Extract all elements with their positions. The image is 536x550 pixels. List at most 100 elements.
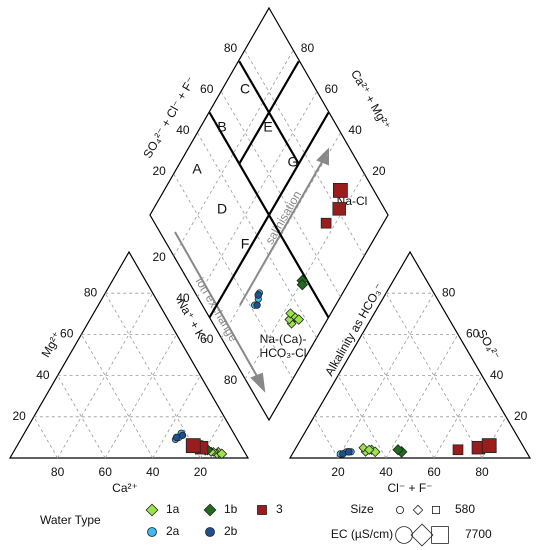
- legend-marker: [257, 505, 267, 515]
- size-legend-label: 7700: [465, 527, 492, 541]
- size-legend-marker: [412, 504, 424, 516]
- axis-title: SO₄²⁻ + Cl⁻ + F⁻: [140, 75, 198, 161]
- tick-label: 80: [442, 285, 456, 299]
- zone-label: A: [192, 161, 202, 177]
- diamond: [149, 6, 389, 422]
- tick-label: 20: [514, 409, 528, 423]
- tick-label: 40: [348, 123, 362, 137]
- tick-label: 20: [372, 164, 386, 178]
- legend-label: 3: [276, 502, 283, 516]
- tick-label: 80: [475, 465, 489, 479]
- axis-title: Ca²⁺ + Mg²⁺: [348, 67, 393, 131]
- tick-label: 20: [152, 250, 166, 264]
- cation-point: [185, 438, 201, 454]
- anion-triangle: [288, 250, 532, 459]
- legend-marker: [147, 527, 157, 537]
- cation-point: [216, 448, 228, 460]
- tick-label: 80: [224, 373, 238, 387]
- legend-title: Water Type: [40, 513, 101, 527]
- grid-line: [57, 375, 106, 459]
- size-legend-marker: [395, 505, 404, 514]
- arrow-head: [250, 372, 266, 393]
- size-legend-label: 580: [455, 502, 475, 516]
- size-legend-marker: [431, 505, 440, 514]
- diamond-point: [253, 301, 261, 309]
- tick-label: 80: [84, 285, 98, 299]
- grid-line: [433, 375, 483, 459]
- arrow-head: [316, 147, 329, 166]
- legend-label: 1a: [166, 502, 180, 516]
- diamond-point: [332, 202, 346, 216]
- annotation: Na-(Ca)-: [260, 332, 307, 346]
- cation-point: [172, 433, 181, 442]
- tick-label: 60: [466, 327, 480, 341]
- legend-label: 2b: [224, 524, 238, 538]
- axis-title: Cl⁻ + F⁻: [387, 481, 432, 495]
- grid-line: [33, 416, 58, 459]
- zone-label: E: [263, 119, 272, 135]
- tick-label: 40: [176, 123, 190, 137]
- anion-point: [344, 448, 353, 456]
- diamond-point: [332, 182, 348, 198]
- size-legend-marker: [395, 526, 413, 544]
- grid-line: [104, 334, 177, 459]
- legend-label: 2a: [166, 524, 180, 538]
- grid-line: [152, 375, 201, 459]
- tick-label: 60: [200, 332, 214, 346]
- grid-line: [385, 292, 483, 459]
- zone-label: C: [240, 81, 250, 97]
- legend-marker: [205, 527, 215, 537]
- tick-label: 20: [12, 409, 26, 423]
- diamond-point: [320, 217, 332, 229]
- diamond-point: [296, 279, 308, 291]
- grid-line: [385, 334, 459, 459]
- zone-label: D: [217, 201, 227, 217]
- tick-label: 80: [224, 41, 238, 55]
- grid-line: [104, 292, 201, 459]
- zone-line: [208, 111, 330, 319]
- zone-label: G: [288, 154, 299, 170]
- grid-line: [313, 416, 339, 459]
- size-legend-marker: [410, 523, 434, 547]
- tick-label: 60: [325, 82, 339, 96]
- tick-label: 60: [99, 465, 113, 479]
- tick-label: 40: [176, 291, 190, 305]
- tick-label: 60: [60, 327, 74, 341]
- anion-point: [364, 444, 375, 455]
- tick-label: 20: [152, 164, 166, 178]
- grid-line: [81, 334, 154, 459]
- size-legend-subtitle: EC (µS/cm): [331, 527, 393, 541]
- tick-label: 40: [490, 368, 504, 382]
- diamond-point: [293, 314, 305, 325]
- tick-label: 40: [379, 465, 393, 479]
- tick-label: 20: [194, 465, 208, 479]
- tick-label: 80: [301, 41, 315, 55]
- legend-marker: [203, 503, 217, 517]
- size-legend-marker: [431, 526, 449, 544]
- axis-title: Ca²⁺: [112, 481, 138, 495]
- legend-label: 1b: [224, 502, 238, 516]
- tick-label: 40: [36, 368, 50, 382]
- anion-point: [392, 444, 404, 456]
- cation-triangle: [8, 250, 250, 459]
- frames: [8, 6, 532, 459]
- anion-point: [452, 444, 464, 456]
- zone-line: [238, 60, 300, 165]
- tick-label: 60: [200, 82, 214, 96]
- grid-line: [361, 334, 435, 459]
- tick-label: 60: [427, 465, 441, 479]
- anion-point: [481, 438, 497, 454]
- legend-marker: [145, 503, 159, 517]
- tick-label: 80: [51, 465, 65, 479]
- zone-label: B: [217, 119, 226, 135]
- grid-line: [57, 292, 154, 459]
- axis-title: Alkalinity as HCO₃⁻: [322, 281, 386, 379]
- diamond-point: [254, 291, 263, 299]
- tick-label: 40: [146, 465, 160, 479]
- tick-label: 20: [331, 465, 345, 479]
- grid-line: [337, 292, 435, 459]
- zone-label: F: [241, 236, 250, 252]
- annotation: HCO₃-Cl: [260, 346, 307, 360]
- size-legend-title: Size: [350, 502, 374, 516]
